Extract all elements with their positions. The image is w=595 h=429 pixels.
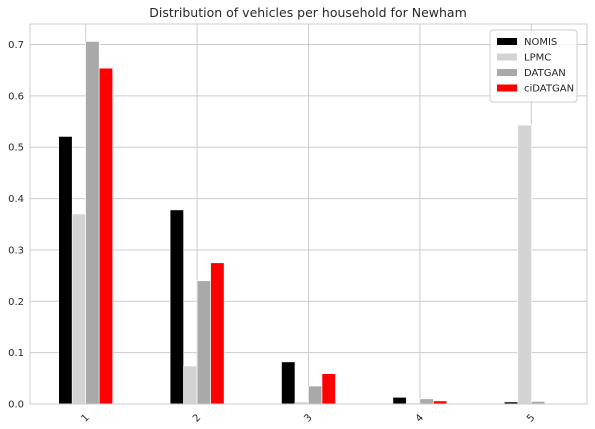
bar-cidatgan-3 (321, 373, 336, 405)
bar-nomis-3 (281, 361, 296, 405)
y-tick-label: 0.5 (8, 143, 24, 154)
legend-swatch (497, 53, 517, 61)
legend-box (489, 29, 578, 103)
legend-label: DATGAN (524, 68, 566, 79)
y-tick-label: 0.1 (8, 348, 24, 359)
legend-swatch (497, 69, 517, 76)
bar-datgan-2 (196, 280, 211, 405)
y-tick-label: 0.0 (8, 400, 24, 411)
bar-nomis-1 (58, 136, 73, 405)
bars (58, 41, 559, 405)
bar-datgan-1 (85, 41, 100, 405)
x-tick-label: 5 (525, 412, 537, 424)
bar-nomis-4 (392, 397, 407, 405)
bar-lpmc-5 (517, 124, 532, 405)
legend-swatch (497, 38, 517, 45)
bar-nomis-2 (169, 209, 184, 405)
legend-swatch (497, 84, 517, 92)
bar-datgan-4 (419, 398, 434, 405)
chart-title: Distribution of vehicles per household f… (149, 5, 467, 20)
x-tick-label: 4 (414, 412, 426, 424)
legend-label: ciDATGAN (524, 84, 574, 95)
plot-frame (29, 23, 588, 405)
legend-label: LPMC (524, 53, 551, 64)
x-tick-label: 2 (191, 412, 203, 424)
y-tick-label: 0.6 (8, 91, 24, 102)
legend-label: NOMIS (524, 37, 557, 48)
bar-cidatgan-1 (98, 67, 113, 405)
y-tick-label: 0.4 (8, 194, 24, 205)
bar-lpmc-2 (183, 365, 198, 405)
bar-lpmc-1 (71, 213, 86, 405)
legend: NOMIS LPMC DATGAN ciDATGAN (489, 29, 578, 103)
bar-cidatgan-2 (210, 262, 225, 405)
bar-datgan-3 (308, 385, 323, 405)
y-tick-label: 0.7 (8, 40, 24, 51)
y-tick-label: 0.3 (8, 245, 24, 256)
x-tick-label: 1 (80, 412, 92, 424)
y-tick-label: 0.2 (8, 297, 24, 308)
y-axis-ticks: 0.0 0.1 0.2 0.3 0.4 0.5 0.6 0.7 (8, 40, 24, 410)
x-tick-label: 3 (302, 412, 314, 424)
x-axis-ticks: 1 2 3 4 5 (80, 412, 538, 424)
